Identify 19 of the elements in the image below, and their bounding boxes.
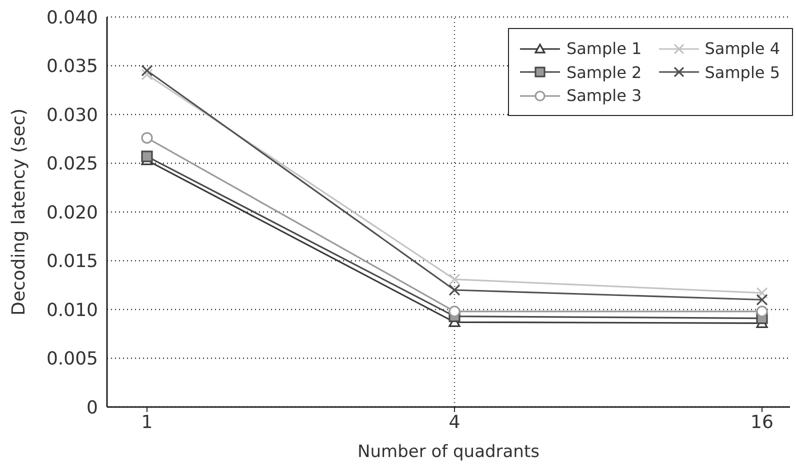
x-tick-label: 1: [141, 412, 153, 433]
y-tick-label: 0.030: [46, 104, 98, 126]
y-tick-label: 0.020: [46, 202, 98, 224]
y-axis-title: Decoding latency (sec): [8, 108, 30, 316]
x-tick-label: 16: [750, 412, 774, 433]
x-axis-title: Number of quadrants: [358, 442, 540, 462]
legend-label: Sample 4: [704, 39, 780, 58]
y-tick-label: 0: [86, 397, 98, 418]
y-tick-label: 0.025: [46, 154, 98, 175]
legend-label: Sample 2: [566, 62, 642, 82]
y-tick-label: 0.005: [46, 348, 98, 370]
y-tick-label: 0.015: [46, 251, 98, 272]
legend-label: Sample 3: [566, 86, 642, 106]
y-tick-label: 0.010: [46, 300, 98, 321]
legend-label: Sample 1: [566, 39, 642, 58]
y-tick-label: 0.040: [46, 7, 98, 28]
legend-label: Sample 5: [704, 62, 780, 82]
x-tick-label: 4: [448, 412, 460, 433]
y-tick-label: 0.035: [46, 56, 98, 78]
